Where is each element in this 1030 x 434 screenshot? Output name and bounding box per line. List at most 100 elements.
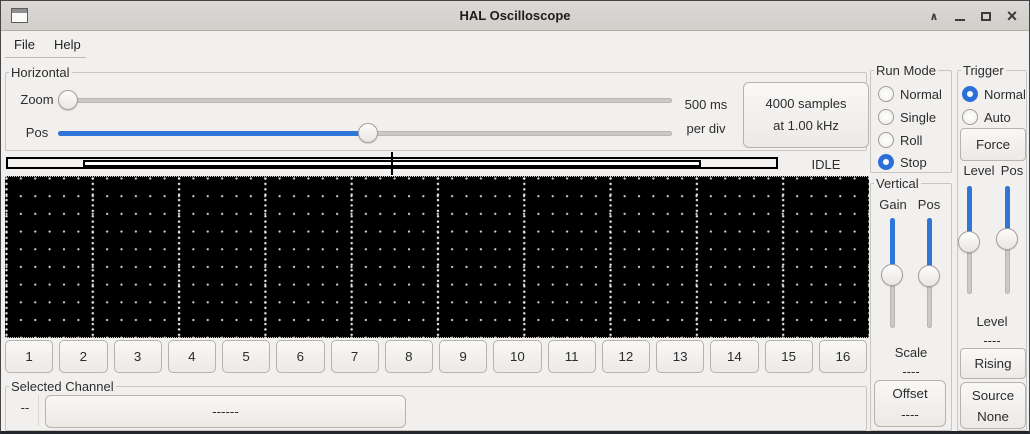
channel-button-9[interactable]: 9	[439, 340, 488, 373]
run-mode-option-roll[interactable]: Roll	[878, 132, 922, 148]
menu-help[interactable]: Help	[54, 37, 81, 52]
zoom-label: Zoom	[20, 92, 54, 107]
horizontal-frame: Horizontal Zoom Pos 500 ms per div 4000 …	[5, 65, 869, 151]
channel-button-10[interactable]: 10	[493, 340, 542, 373]
trigger-option-normal[interactable]: Normal	[962, 86, 1026, 102]
run-mode-frame-label: Run Mode	[874, 63, 938, 78]
run-mode-option-single[interactable]: Single	[878, 109, 936, 125]
pos-label: Pos	[25, 125, 49, 140]
radio-selected-icon[interactable]	[962, 86, 978, 102]
trigger-level-readout-label: Level	[976, 314, 1008, 329]
radio-label: Normal	[984, 86, 1026, 102]
vertical-frame-label: Vertical	[874, 176, 921, 191]
radio-icon[interactable]	[878, 109, 894, 125]
channel-button-15[interactable]: 15	[764, 340, 813, 373]
channel-button-1[interactable]: 1	[5, 340, 54, 373]
channel-button-11[interactable]: 11	[547, 340, 596, 373]
pos-slider-thumb[interactable]	[918, 265, 940, 287]
trigger-pos-label: Pos	[1000, 163, 1024, 178]
radio-label: Auto	[984, 109, 1011, 125]
window-controls: ∧ ×	[927, 1, 1019, 31]
run-mode-frame: Run Mode Normal Single Roll Stop	[870, 63, 952, 173]
gain-slider-thumb[interactable]	[881, 264, 903, 286]
selected-channel-frame: Selected Channel -- ------	[5, 379, 867, 431]
tpos-slider-thumb[interactable]	[996, 228, 1018, 250]
run-mode-option-stop[interactable]: Stop	[878, 154, 927, 170]
level-slider-thumb[interactable]	[958, 231, 980, 253]
horizontal-frame-label: Horizontal	[9, 65, 72, 80]
time-per-div-readout: 500 ms per div	[672, 93, 740, 141]
selected-channel-name-button[interactable]: ------	[45, 395, 406, 428]
run-mode-option-normal[interactable]: Normal	[878, 86, 942, 102]
samples-rate-button[interactable]: 4000 samples at 1.00 kHz	[743, 82, 869, 148]
scale-label: Scale	[894, 345, 928, 360]
zoom-slider-track	[58, 98, 672, 103]
zoom-slider-thumb[interactable]	[58, 90, 78, 110]
samples-line1: 4000 samples	[765, 96, 847, 111]
pos-slider-thumb[interactable]	[358, 123, 378, 143]
level-slider-fill	[966, 186, 972, 242]
horizontal-zoom-slider[interactable]	[58, 89, 672, 111]
channel-button-3[interactable]: 3	[113, 340, 162, 373]
vertical-pos-slider[interactable]	[918, 218, 940, 328]
vertical-gain-label: Gain	[879, 197, 907, 212]
title-bar: HAL Oscilloscope ∧ ×	[1, 1, 1029, 31]
close-icon[interactable]: ×	[1006, 5, 1018, 26]
vertical-gain-slider[interactable]	[881, 218, 903, 328]
trigger-frame: Trigger Normal Auto Force Level Pos Leve…	[957, 63, 1027, 431]
radio-icon[interactable]	[878, 132, 894, 148]
force-button[interactable]: Force	[960, 128, 1026, 161]
source-button-line1: Source	[971, 387, 1015, 403]
selected-channel-number: --	[20, 400, 30, 415]
trigger-position-marker	[391, 152, 393, 175]
selected-channel-divider	[38, 395, 39, 426]
samples-line2: at 1.00 kHz	[773, 118, 839, 133]
scale-value: ----	[902, 364, 920, 379]
menu-divider	[5, 57, 86, 58]
channel-button-14[interactable]: 14	[710, 340, 759, 373]
channel-button-6[interactable]: 6	[276, 340, 325, 373]
radio-selected-icon[interactable]	[878, 154, 894, 170]
status-text: IDLE	[811, 157, 841, 172]
menu-bar: File Help	[1, 31, 1029, 59]
channel-button-row: 1 2 3 4 5 6 7 8 9 10 11 12 13 14 15 16	[5, 340, 867, 373]
radio-label: Normal	[900, 86, 942, 102]
channel-button-2[interactable]: 2	[59, 340, 108, 373]
trigger-option-auto[interactable]: Auto	[962, 109, 1011, 125]
trigger-frame-label: Trigger	[961, 63, 1006, 78]
channel-button-12[interactable]: 12	[601, 340, 650, 373]
source-button-line2: None	[977, 408, 1009, 424]
channel-button-4[interactable]: 4	[167, 340, 216, 373]
selected-channel-frame-label: Selected Channel	[9, 379, 116, 394]
trigger-level-slider[interactable]	[958, 186, 980, 294]
offset-button[interactable]: Offset ----	[874, 380, 946, 427]
minimize-icon[interactable]	[953, 9, 967, 23]
trigger-edge-button[interactable]: Rising	[960, 348, 1026, 379]
gain-slider-fill	[889, 218, 895, 275]
channel-button-8[interactable]: 8	[384, 340, 433, 373]
radio-icon[interactable]	[962, 109, 978, 125]
offset-button-line1: Offset	[892, 385, 928, 401]
scope-display	[5, 176, 869, 338]
channel-button-13[interactable]: 13	[656, 340, 705, 373]
radio-label: Single	[900, 109, 937, 125]
trigger-pos-slider[interactable]	[996, 186, 1018, 294]
channel-button-16[interactable]: 16	[818, 340, 867, 373]
shade-icon[interactable]: ∧	[929, 10, 939, 23]
offset-button-line2: ----	[901, 406, 919, 422]
channel-button-5[interactable]: 5	[222, 340, 271, 373]
radio-label: Roll	[900, 132, 923, 148]
menu-file[interactable]: File	[14, 37, 35, 52]
radio-icon[interactable]	[878, 86, 894, 102]
maximize-icon[interactable]	[979, 9, 993, 23]
time-per-div-line1: 500 ms	[684, 97, 728, 112]
trigger-source-button[interactable]: Source None	[960, 382, 1026, 429]
tpos-slider-fill	[1004, 186, 1010, 239]
trigger-level-readout-value: ----	[983, 333, 1001, 348]
vertical-frame: Vertical Gain Pos Scale ---- Offset ----	[870, 176, 952, 431]
horizontal-pos-slider[interactable]	[58, 122, 672, 144]
channel-button-7[interactable]: 7	[330, 340, 379, 373]
pos-slider-fill	[926, 218, 932, 276]
window-title: HAL Oscilloscope	[459, 8, 571, 23]
